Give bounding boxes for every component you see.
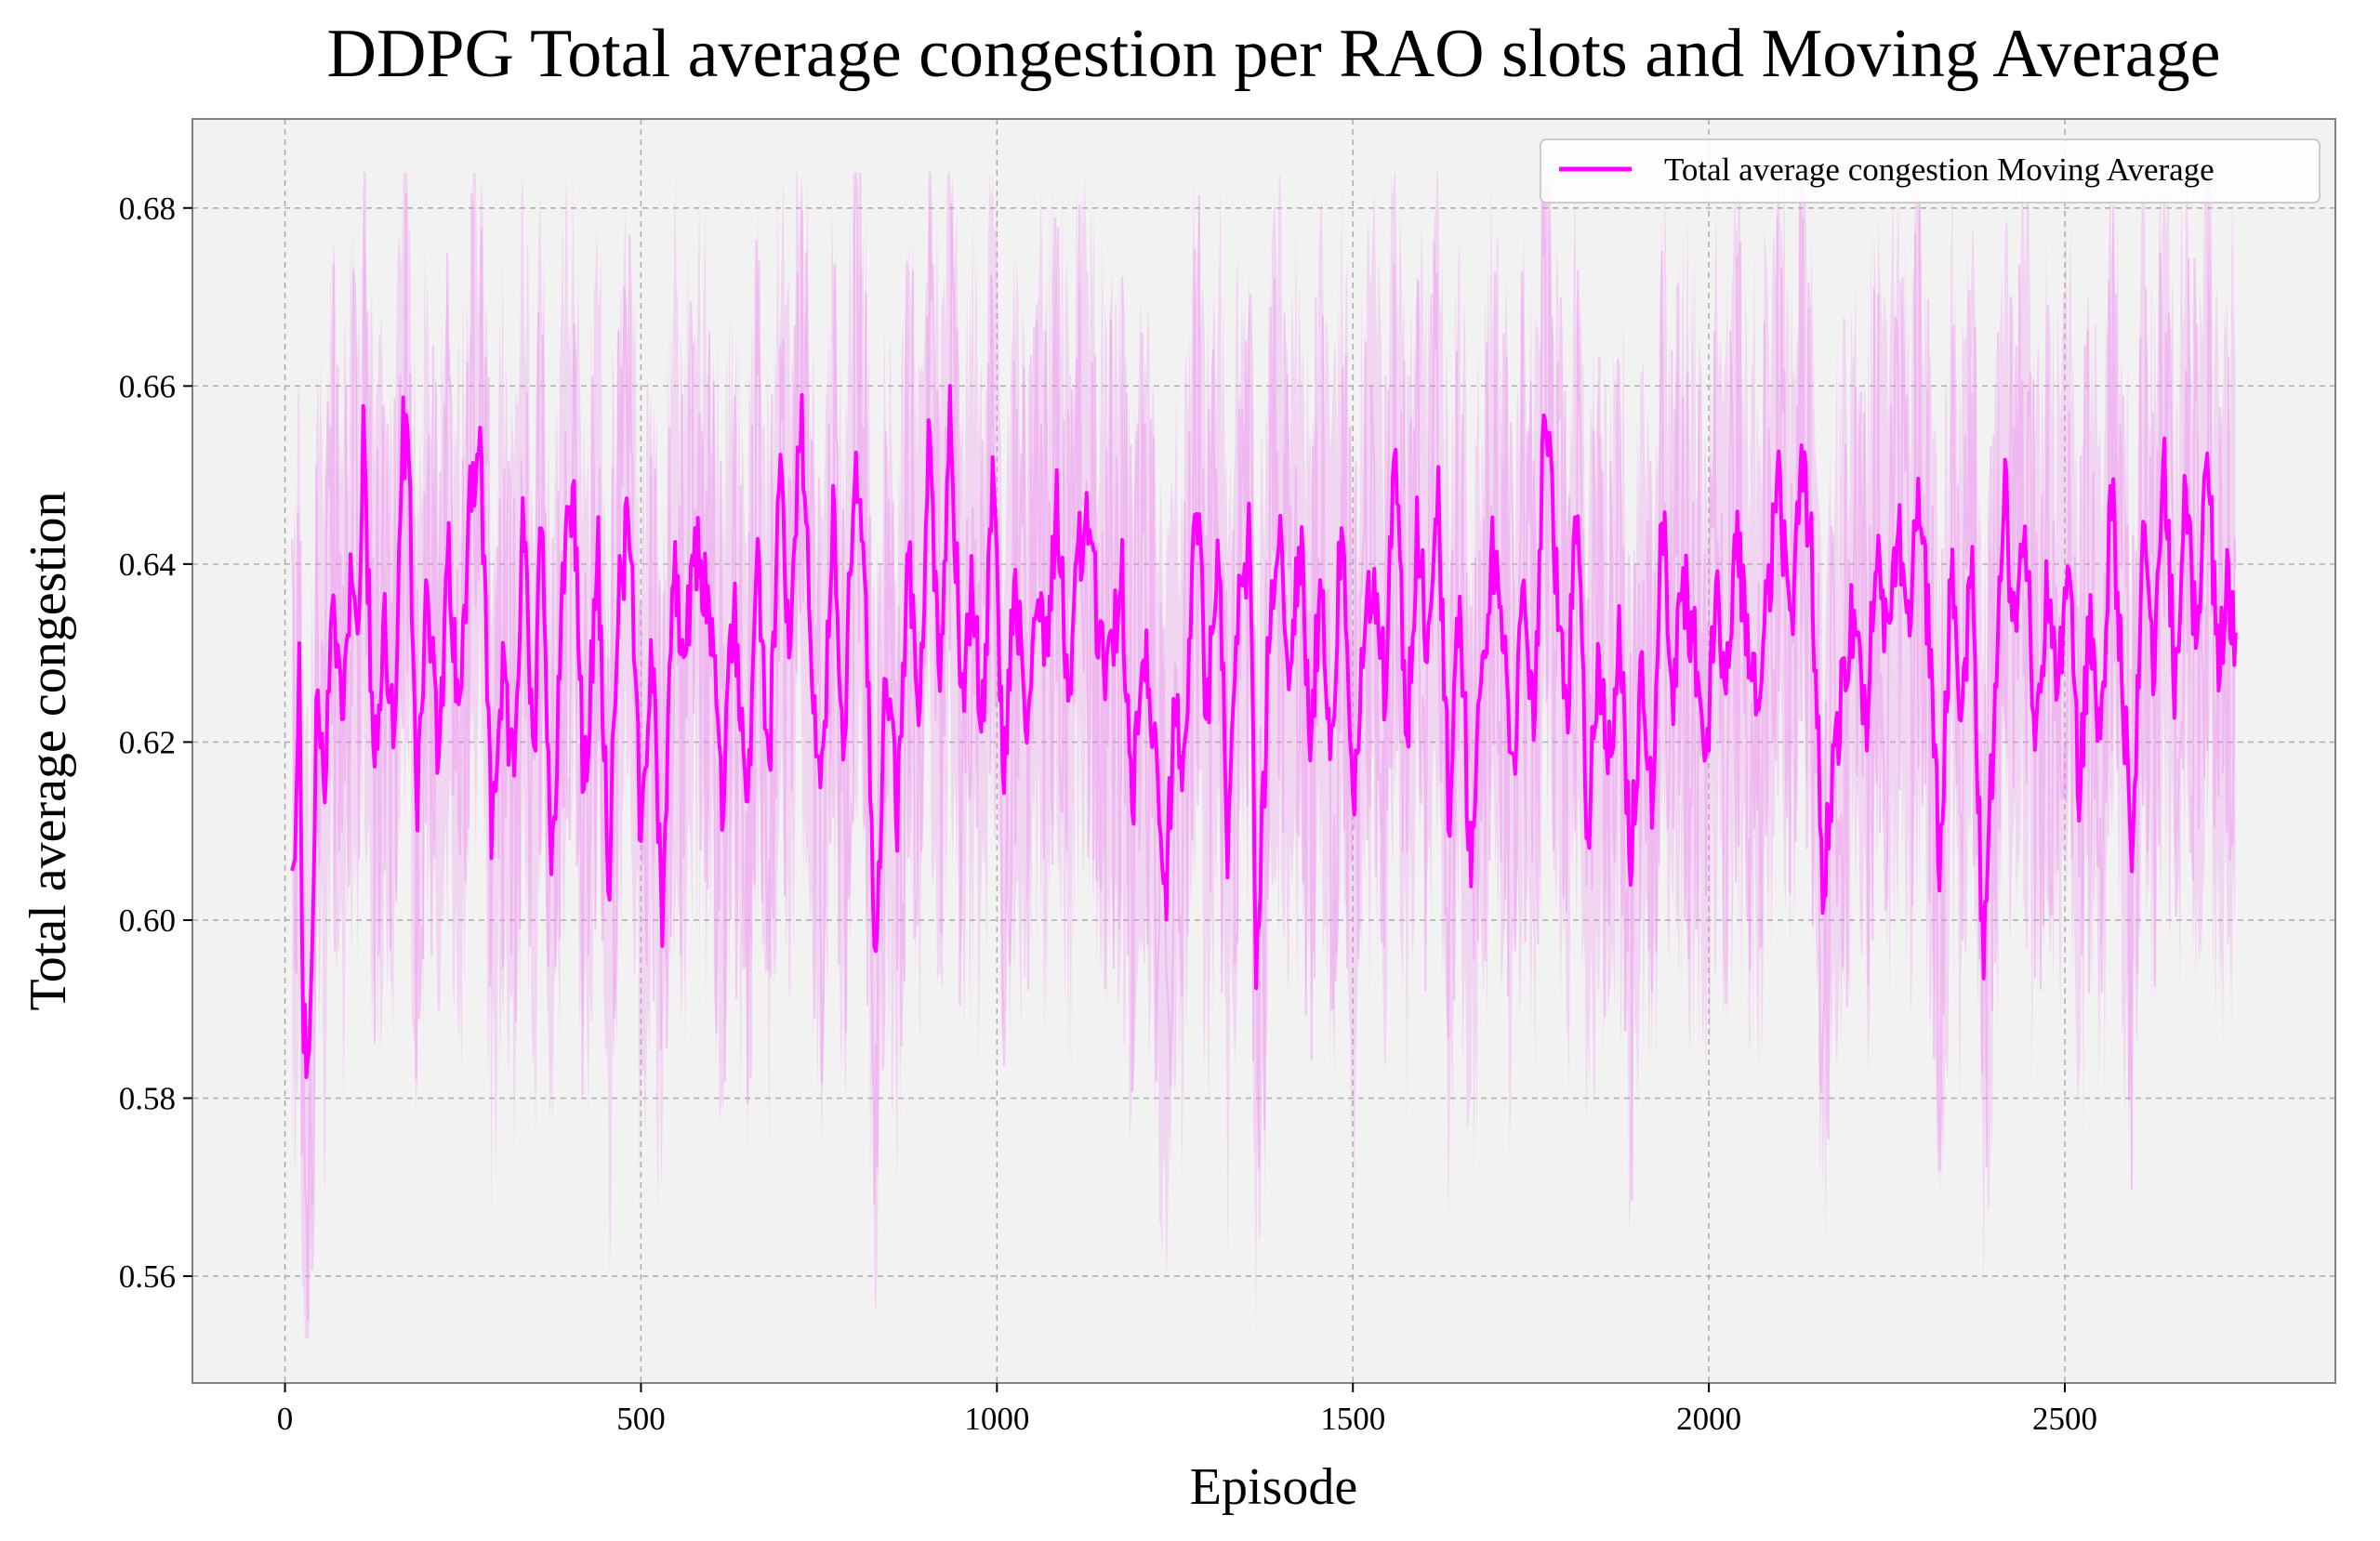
y-tick-label: 0.62 <box>119 724 176 760</box>
x-tick-label: 0 <box>277 1401 294 1437</box>
y-axis-ticks: 0.56 0.58 0.60 0.62 0.64 0.66 0.68 <box>119 191 192 1295</box>
grid <box>192 119 2335 1383</box>
plot-area <box>192 118 2336 1384</box>
raw-band-area <box>292 172 2236 1339</box>
y-tick-label: 0.66 <box>119 368 176 404</box>
y-axis-label: Total average congestion <box>20 492 77 1011</box>
x-tick-label: 2000 <box>1676 1401 1741 1437</box>
y-tick-label: 0.64 <box>119 547 176 583</box>
moving-average-line <box>290 384 2238 1079</box>
legend-entry-label: Total average congestion Moving Average <box>1664 151 2215 188</box>
plot-frame <box>192 118 2336 1384</box>
chart-title: DDPG Total average congestion per RAO sl… <box>327 16 2221 92</box>
x-axis-label: Episode <box>1190 1458 1357 1516</box>
moving-average-series <box>290 384 2238 1079</box>
y-tick-label: 0.60 <box>119 902 176 939</box>
raw-values-line <box>291 172 2237 1322</box>
x-tick-label: 2500 <box>2032 1401 2097 1437</box>
y-tick-label: 0.68 <box>119 191 176 227</box>
x-tick-label: 1500 <box>1320 1401 1385 1437</box>
y-tick-label: 0.58 <box>119 1081 176 1117</box>
x-tick-label: 1000 <box>964 1401 1029 1437</box>
raw-values-trace <box>291 172 2237 1322</box>
legend: Total average congestion Moving Average <box>1540 138 2320 204</box>
x-axis-ticks: 0 500 1000 1500 2000 2500 <box>277 1383 2097 1437</box>
raw-values-band <box>292 172 2236 1339</box>
x-tick-label: 500 <box>616 1401 666 1437</box>
y-tick-label: 0.56 <box>119 1258 176 1295</box>
legend-box <box>1540 138 2320 204</box>
